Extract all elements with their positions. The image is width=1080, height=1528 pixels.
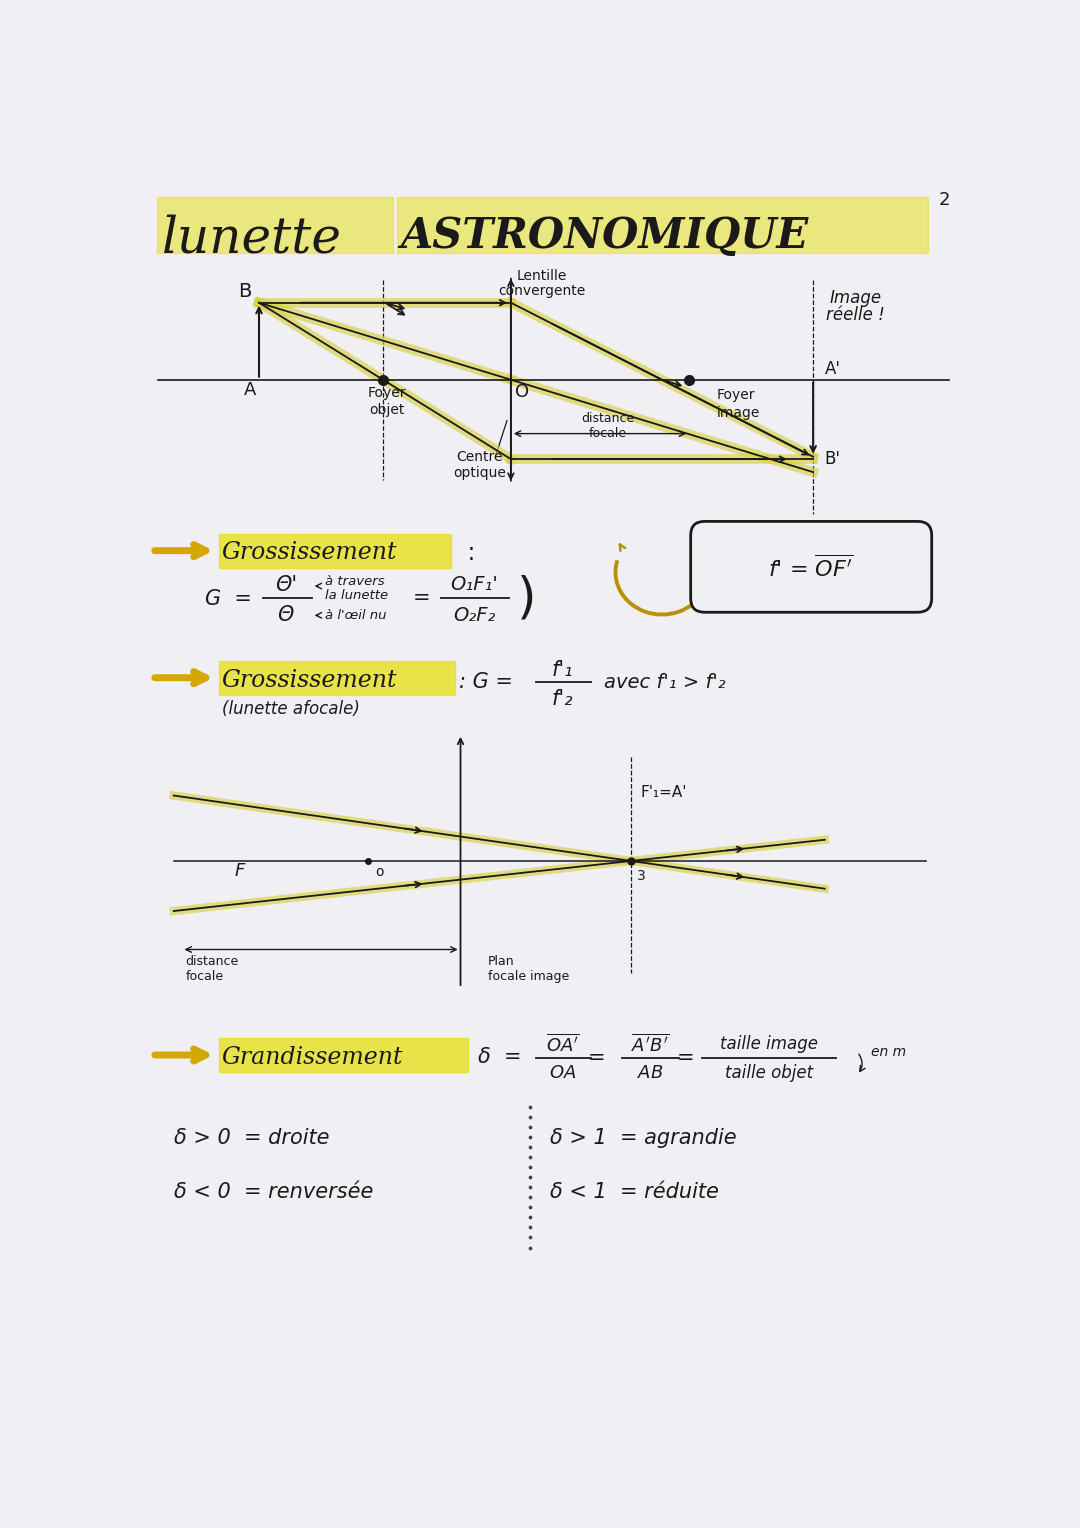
Text: F'₁=A': F'₁=A'	[640, 785, 687, 801]
Text: lunette: lunette	[162, 214, 342, 263]
Bar	[218, 1038, 469, 1073]
Text: Centre: Centre	[457, 449, 503, 463]
Text: A: A	[243, 380, 256, 399]
Text: ): )	[516, 575, 536, 622]
Text: B: B	[239, 281, 252, 301]
Text: Grossissement: Grossissement	[221, 541, 397, 564]
Text: en m: en m	[872, 1045, 906, 1059]
Bar	[218, 660, 455, 695]
Text: Foyer: Foyer	[716, 388, 755, 402]
Text: f'₂: f'₂	[552, 689, 573, 709]
Text: distance: distance	[581, 413, 634, 425]
Text: à travers: à travers	[325, 575, 384, 588]
Text: ASTRONOMIQUE: ASTRONOMIQUE	[400, 215, 808, 257]
Text: Θ: Θ	[278, 605, 295, 625]
Text: : G =: : G =	[459, 672, 513, 692]
Text: réelle !: réelle !	[826, 307, 886, 324]
Text: δ > 0  = droite: δ > 0 = droite	[174, 1128, 329, 1148]
Text: =: =	[413, 588, 431, 608]
Text: O: O	[515, 382, 529, 400]
Bar	[157, 197, 393, 252]
Text: $\overline{OA'}$: $\overline{OA'}$	[546, 1033, 580, 1056]
Text: focale: focale	[186, 970, 224, 984]
Text: δ < 1  = réduite: δ < 1 = réduite	[550, 1183, 718, 1203]
Text: Lentille: Lentille	[516, 269, 567, 283]
Text: O₁F₁': O₁F₁'	[450, 575, 498, 594]
Text: f' = $\overline{OF'}$: f' = $\overline{OF'}$	[768, 555, 853, 581]
Text: G  =: G =	[205, 590, 252, 610]
Text: focale image: focale image	[488, 970, 569, 984]
Text: Foyer: Foyer	[367, 385, 406, 400]
Text: focale: focale	[589, 428, 626, 440]
Text: Plan: Plan	[488, 955, 514, 967]
Text: A': A'	[825, 359, 840, 377]
Text: Θ': Θ'	[275, 575, 297, 594]
Text: Image: Image	[829, 289, 881, 307]
Text: taille image: taille image	[720, 1036, 818, 1053]
Text: :: :	[460, 541, 476, 565]
Text: à l'œil nu: à l'œil nu	[325, 608, 387, 622]
Text: f'₁: f'₁	[552, 660, 573, 680]
Text: $AB$: $AB$	[637, 1065, 663, 1082]
Bar	[397, 197, 928, 252]
Text: objet: objet	[369, 402, 405, 417]
Text: F: F	[234, 862, 245, 880]
Text: taille objet: taille objet	[725, 1065, 813, 1082]
Text: image: image	[716, 405, 759, 420]
Text: convergente: convergente	[498, 284, 585, 298]
Text: $OA$: $OA$	[549, 1065, 577, 1082]
FancyBboxPatch shape	[691, 521, 932, 613]
Text: o: o	[375, 865, 383, 879]
Text: δ < 0  = renversée: δ < 0 = renversée	[174, 1183, 373, 1203]
Text: optique: optique	[454, 466, 507, 480]
Text: O₂F₂: O₂F₂	[454, 605, 496, 625]
Text: $\overline{A'B'}$: $\overline{A'B'}$	[632, 1033, 670, 1056]
Text: δ > 1  = agrandie: δ > 1 = agrandie	[550, 1128, 737, 1148]
Text: δ  =: δ =	[477, 1047, 521, 1068]
Text: Grossissement: Grossissement	[221, 669, 397, 692]
Text: =: =	[588, 1048, 605, 1068]
Text: =: =	[676, 1048, 694, 1068]
Text: avec f'₁ > f'₂: avec f'₁ > f'₂	[604, 672, 726, 692]
Text: (lunette afocale): (lunette afocale)	[221, 700, 360, 718]
Text: la lunette: la lunette	[325, 588, 388, 602]
Text: Grandissement: Grandissement	[221, 1045, 403, 1068]
Text: B': B'	[825, 451, 840, 469]
Text: 3: 3	[637, 869, 646, 883]
Text: distance: distance	[186, 955, 239, 967]
Bar	[218, 533, 451, 567]
Text: 2: 2	[940, 191, 950, 209]
